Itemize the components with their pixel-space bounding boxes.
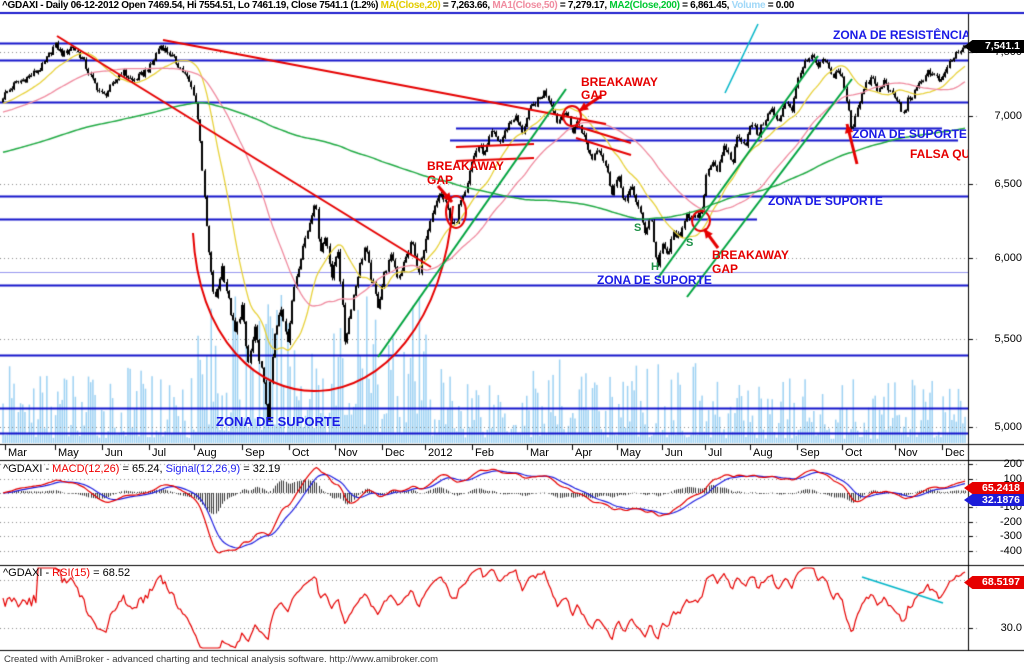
rsi-pane-title: ^GDAXI - RSI(15) = 68.52 — [3, 567, 130, 579]
annotation-shoulder-left: S — [634, 222, 642, 234]
annotation-breakaway-gap-1a: BREAKAWAY — [581, 75, 658, 89]
title-segment: MA(Close,20) — [380, 0, 441, 11]
annotation-falsa-quebra: FALSA QUEE — [910, 147, 968, 161]
title-segment: MA2(Close,200) — [609, 0, 680, 11]
month-label: May — [620, 447, 641, 459]
macd-title-segment: = 65.24, — [119, 463, 166, 475]
macd-signal-badge: 32.1876 — [964, 494, 1024, 506]
annotation-breakaway-gap-2a: BREAKAWAY — [427, 159, 504, 173]
last-price-badge: 7,541.1 — [964, 40, 1024, 53]
month-label: Nov — [338, 447, 358, 459]
title-segment: Volume — [731, 0, 766, 11]
credit-text: Created with AmiBroker - advanced charti… — [4, 654, 439, 665]
month-label: Jul — [708, 447, 723, 459]
annotation-zona-suporte-right: ZONA DE SUPORTE — [852, 127, 967, 141]
chart-annotations-layer: ZONA DE RESISTÊNCIA ZONA DE SUPORTE FALSA … — [216, 28, 968, 429]
month-label: Nov — [898, 447, 918, 459]
month-label: Aug — [753, 447, 773, 459]
rsi-title-segment: RSI(15) — [52, 567, 91, 579]
annotation-breakaway-gap-3a: BREAKAWAY — [712, 248, 789, 262]
rsi-value-badge: 68.5197 — [964, 576, 1024, 589]
month-label: Mar — [530, 447, 549, 459]
month-label: May — [58, 447, 79, 459]
annotation-zona-suporte-mid: ZONA DE SUPORTE — [768, 194, 883, 208]
macd-title-segment: Signal(12,26,9) — [165, 463, 241, 475]
macd-tick-label: -300 — [999, 530, 1022, 543]
annotation-shoulder-right: S — [686, 237, 694, 249]
annotation-breakaway-gap-1b: GAP — [581, 88, 608, 102]
title-segment: = 7,279.17, — [557, 0, 610, 11]
month-label: Dec — [385, 447, 405, 459]
month-label: Oct — [292, 447, 310, 459]
rsi-title-segment: ^GDAXI - — [3, 567, 53, 579]
title-segment: ^GDAXI - Daily 06-12-2012 Open 7469.54, … — [2, 0, 381, 11]
macd-tick-label: -200 — [999, 515, 1022, 528]
macd-tick-label: 200 — [1003, 458, 1022, 471]
annotation-breakaway-gap-3b: GAP — [712, 262, 739, 276]
month-label: Oct — [845, 447, 863, 459]
month-label: Sep — [800, 447, 820, 459]
annotation-breakaway-gap-2b: GAP — [427, 173, 454, 187]
title-segment: = 7,263.66, — [440, 0, 493, 11]
chart-title-bar: ^GDAXI - Daily 06-12-2012 Open 7469.54, … — [2, 0, 794, 12]
annotation-zona-suporte-6000: ZONA DE SUPORTE — [597, 273, 712, 287]
macd-tick-label: -400 — [999, 544, 1022, 557]
month-label: Dec — [945, 447, 965, 459]
macd-value-badge: 65.2418 — [964, 482, 1024, 494]
price-tick-label: 6,000 — [994, 252, 1022, 265]
price-tick-label: 5,500 — [994, 332, 1022, 345]
month-label: Jul — [152, 447, 167, 459]
annotation-head: H — [651, 261, 659, 273]
month-label: Feb — [475, 447, 494, 459]
month-label: Aug — [197, 447, 217, 459]
annotation-zona-suporte-bottom: ZONA DE SUPORTE — [216, 414, 341, 429]
month-label: Mar — [8, 447, 27, 459]
macd-title-segment: = 32.19 — [240, 463, 281, 475]
price-tick-label: 7,000 — [994, 109, 1022, 122]
price-tick-label: 6,500 — [994, 178, 1022, 191]
title-segment: = 6,861.45, — [679, 0, 732, 11]
rsi-title-segment: = 68.52 — [90, 567, 131, 579]
month-label: 2012 — [428, 447, 453, 459]
macd-title-segment: ^GDAXI - — [3, 463, 53, 475]
price-tick-label: 5,000 — [994, 421, 1022, 433]
month-label: Jun — [105, 447, 123, 459]
month-label: Apr — [575, 447, 593, 459]
rsi-tick-label: 30.0 — [1000, 622, 1022, 634]
title-segment: = 0.00 — [765, 0, 795, 11]
annotation-zona-resistencia: ZONA DE RESISTÊNCIA — [833, 28, 968, 42]
macd-title-segment: MACD(12,26) — [52, 463, 120, 475]
month-label: Jun — [665, 447, 683, 459]
title-segment: MA1(Close,50) — [492, 0, 558, 11]
macd-pane-title: ^GDAXI - MACD(12,26) = 65.24, Signal(12,… — [3, 463, 280, 475]
macd-tick-label: 100 — [1003, 472, 1022, 485]
month-label: Sep — [245, 447, 265, 459]
